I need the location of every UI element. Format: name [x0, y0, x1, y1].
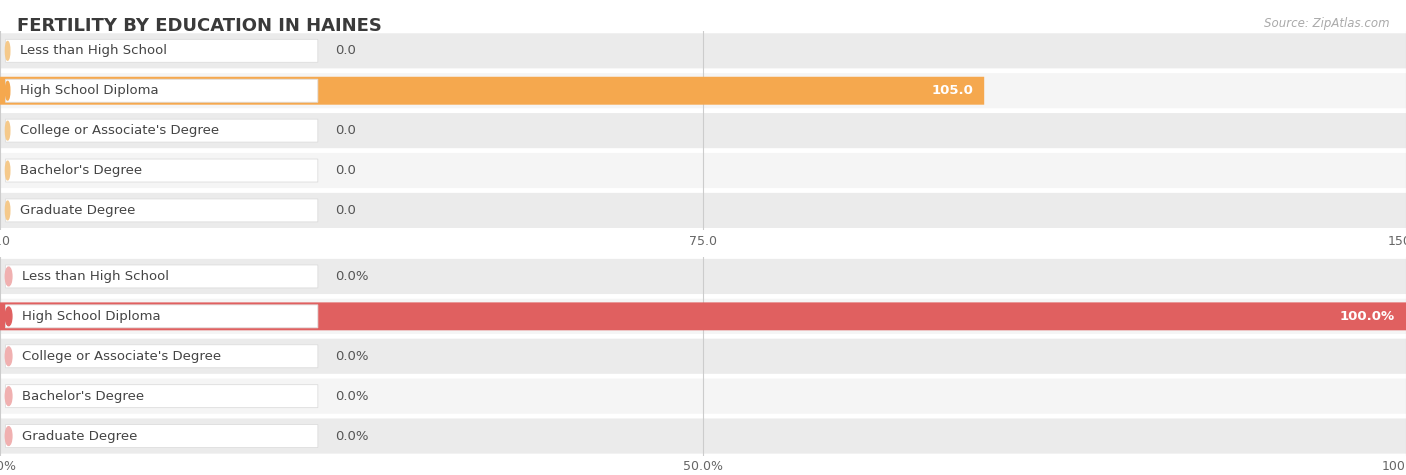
FancyBboxPatch shape — [6, 345, 318, 368]
FancyBboxPatch shape — [0, 339, 1406, 374]
Text: FERTILITY BY EDUCATION IN HAINES: FERTILITY BY EDUCATION IN HAINES — [17, 17, 382, 35]
Text: Graduate Degree: Graduate Degree — [21, 429, 138, 443]
Text: 105.0: 105.0 — [931, 84, 973, 97]
Circle shape — [6, 347, 11, 366]
Text: High School Diploma: High School Diploma — [21, 310, 160, 323]
FancyBboxPatch shape — [0, 113, 1406, 148]
FancyBboxPatch shape — [0, 33, 1406, 68]
Circle shape — [6, 387, 11, 406]
Text: 0.0: 0.0 — [335, 164, 356, 177]
Circle shape — [6, 161, 10, 180]
FancyBboxPatch shape — [0, 299, 1406, 334]
FancyBboxPatch shape — [0, 259, 1406, 294]
Text: Source: ZipAtlas.com: Source: ZipAtlas.com — [1264, 17, 1389, 29]
Circle shape — [6, 201, 10, 220]
FancyBboxPatch shape — [6, 385, 318, 408]
Circle shape — [6, 427, 11, 446]
Circle shape — [6, 267, 11, 286]
Text: 0.0%: 0.0% — [335, 350, 368, 363]
FancyBboxPatch shape — [0, 77, 984, 104]
Circle shape — [6, 307, 11, 326]
FancyBboxPatch shape — [6, 159, 318, 182]
Text: 0.0%: 0.0% — [335, 390, 368, 403]
FancyBboxPatch shape — [0, 418, 1406, 454]
Text: Graduate Degree: Graduate Degree — [20, 204, 135, 217]
FancyBboxPatch shape — [6, 39, 318, 62]
Text: 0.0: 0.0 — [335, 204, 356, 217]
FancyBboxPatch shape — [0, 193, 1406, 228]
Text: 100.0%: 100.0% — [1340, 310, 1395, 323]
FancyBboxPatch shape — [0, 153, 1406, 188]
FancyBboxPatch shape — [0, 73, 1406, 108]
FancyBboxPatch shape — [6, 305, 318, 328]
Text: 0.0: 0.0 — [335, 124, 356, 137]
Text: Less than High School: Less than High School — [21, 270, 169, 283]
Text: Bachelor's Degree: Bachelor's Degree — [20, 164, 142, 177]
FancyBboxPatch shape — [6, 199, 318, 222]
Circle shape — [6, 81, 10, 100]
Text: College or Associate's Degree: College or Associate's Degree — [21, 350, 221, 363]
Circle shape — [6, 41, 10, 60]
Text: 0.0: 0.0 — [335, 44, 356, 57]
Text: High School Diploma: High School Diploma — [20, 84, 159, 97]
Text: 0.0%: 0.0% — [335, 270, 368, 283]
FancyBboxPatch shape — [6, 425, 318, 447]
Text: Less than High School: Less than High School — [20, 44, 167, 57]
Text: 0.0%: 0.0% — [335, 429, 368, 443]
Text: Bachelor's Degree: Bachelor's Degree — [21, 390, 143, 403]
Text: College or Associate's Degree: College or Associate's Degree — [20, 124, 219, 137]
FancyBboxPatch shape — [6, 79, 318, 102]
FancyBboxPatch shape — [0, 303, 1406, 330]
FancyBboxPatch shape — [0, 379, 1406, 414]
FancyBboxPatch shape — [6, 265, 318, 288]
FancyBboxPatch shape — [6, 119, 318, 142]
Circle shape — [6, 121, 10, 140]
